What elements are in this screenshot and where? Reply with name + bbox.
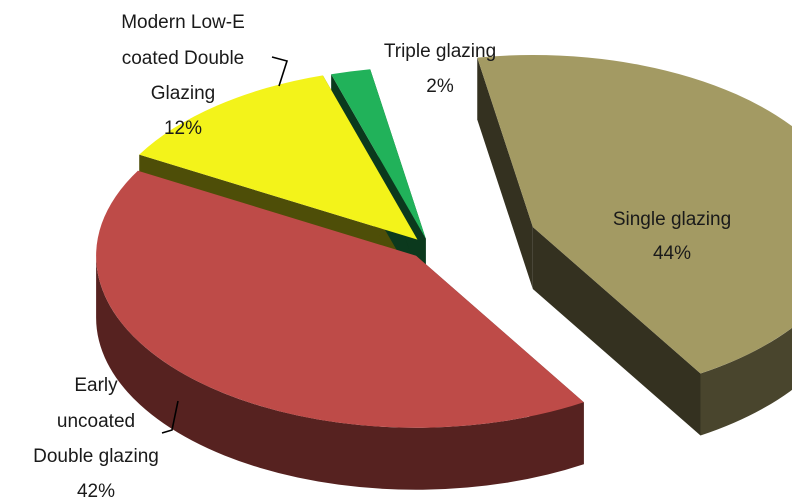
label-triple-glazing: Triple glazing 2% xyxy=(384,41,496,97)
label-early-uncoated: Early uncoated Double glazing 42% xyxy=(33,375,159,502)
pie-rim-single-glazing-0 xyxy=(700,327,792,436)
label-modern-low-e-percent: 12% xyxy=(164,118,202,139)
pie-slice-single-glazing xyxy=(477,55,792,374)
label-early-uncoated-line-2: uncoated xyxy=(57,411,135,432)
pie-wall-single-glazing-0 xyxy=(477,57,533,290)
label-triple-glazing-percent: 2% xyxy=(426,76,454,97)
label-modern-low-e-line-2: coated Double xyxy=(122,48,245,69)
pie-rim-early-uncoated-double-glazing-0 xyxy=(96,255,584,490)
label-single-glazing: Single glazing 44% xyxy=(613,209,731,264)
label-modern-low-e-line-1: Modern Low-E xyxy=(121,12,245,33)
slice-tops xyxy=(96,55,792,428)
label-single-glazing-percent: 44% xyxy=(653,243,691,264)
label-modern-low-e: Modern Low-E coated Double Glazing 12% xyxy=(121,12,245,139)
label-triple-glazing-name: Triple glazing xyxy=(384,41,496,62)
leader-line-early-uncoated xyxy=(161,400,179,434)
leader-line-modern-low-e xyxy=(271,56,289,87)
label-early-uncoated-percent: 42% xyxy=(77,481,115,502)
pie-wall-single-glazing-1 xyxy=(532,227,701,436)
label-early-uncoated-line-1: Early xyxy=(74,375,118,396)
pie-slice-modern-low-e-coated-double-glazing xyxy=(139,75,418,240)
label-single-glazing-name: Single glazing xyxy=(613,209,731,230)
label-early-uncoated-line-3: Double glazing xyxy=(33,446,159,467)
label-modern-low-e-line-3: Glazing xyxy=(151,83,215,104)
pie-slice-triple-glazing xyxy=(331,69,426,239)
pie-slice-early-uncoated-double-glazing xyxy=(96,170,584,428)
